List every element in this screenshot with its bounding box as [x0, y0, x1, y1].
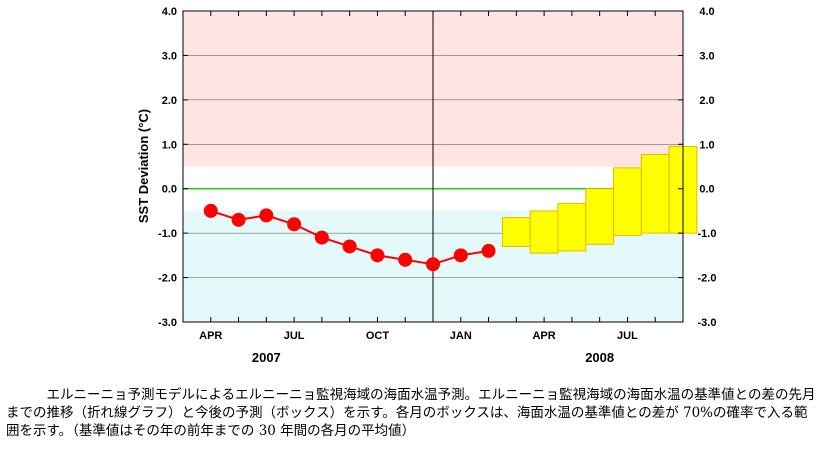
x-tick-label: APR: [532, 330, 555, 342]
observed-point: [481, 243, 496, 258]
y-tick-label-left: -3.0: [158, 317, 177, 329]
y-axis-left: 4.0 3.0 2.0 1.0 0.0 -1.0 -2.0 -3.0: [158, 6, 188, 329]
y-axis-right: 4.0 3.0 2.0 1.0 0.0 -1.0 -2.0 -3.0: [678, 6, 716, 329]
x-tick-label: JAN: [450, 330, 472, 342]
y-tick-label-right: 3.0: [699, 50, 714, 62]
y-tick-label-right: 1.0: [699, 139, 714, 151]
forecast-box: [529, 210, 559, 254]
observed-points: [203, 203, 496, 272]
y-tick-label-left: -1.0: [158, 228, 177, 240]
x-tick-label: APR: [199, 330, 222, 342]
caption-text: エルニーニョ予測モデルによるエルニーニョ監視海域の海面水温予測。エルニーニョ監視…: [6, 387, 816, 439]
observed-point: [314, 230, 329, 245]
observed-point: [453, 248, 468, 263]
forecast-box: [557, 202, 587, 252]
x-tick-label: OCT: [366, 330, 390, 342]
figure-caption: エルニーニョ予測モデルによるエルニーニョ監視海域の海面水温予測。エルニーニョ監視…: [6, 386, 818, 440]
observed-point: [398, 252, 413, 267]
x-axis: APR JUL OCT JAN APR JUL: [182, 11, 684, 342]
y-tick-label-right: 2.0: [699, 95, 714, 107]
observed-point: [203, 203, 218, 218]
observed-point: [287, 217, 302, 232]
forecast-box: [501, 217, 531, 247]
forecast-box: [613, 167, 642, 236]
x-tick-label: JUL: [284, 330, 305, 342]
sst-forecast-chart: 4.0 3.0 2.0 1.0 0.0 -1.0 -2.0 -3.0 4.0 3.0 2.0 1.0…: [136, 6, 716, 365]
year-label: 2008: [585, 350, 614, 365]
y-tick-label-right: -1.0: [698, 228, 717, 240]
x-tick-label: JUL: [617, 330, 638, 342]
forecast-box: [585, 188, 615, 245]
forecast-box: [640, 154, 670, 234]
y-tick-label-left: 3.0: [162, 50, 177, 62]
y-tick-label-right: -2.0: [698, 273, 717, 285]
y-tick-label-left: 0.0: [162, 184, 177, 196]
observed-point: [370, 248, 385, 263]
y-tick-label-right: 0.0: [699, 184, 714, 196]
observed-point: [426, 257, 440, 272]
y-tick-label-right: 4.0: [699, 6, 714, 18]
observed-point: [259, 208, 274, 223]
year-labels: 2007 2008: [252, 350, 614, 365]
observed-point: [231, 212, 246, 227]
y-axis-label: SST Deviation (°C): [136, 109, 151, 223]
y-tick-label-left: 2.0: [162, 95, 177, 107]
y-tick-label-left: 1.0: [162, 139, 177, 151]
y-tick-label-left: 4.0: [162, 6, 177, 18]
y-tick-label-left: -2.0: [158, 273, 177, 285]
y-tick-label-right: -3.0: [698, 317, 717, 329]
year-label: 2007: [252, 350, 281, 365]
observed-point: [342, 239, 357, 254]
